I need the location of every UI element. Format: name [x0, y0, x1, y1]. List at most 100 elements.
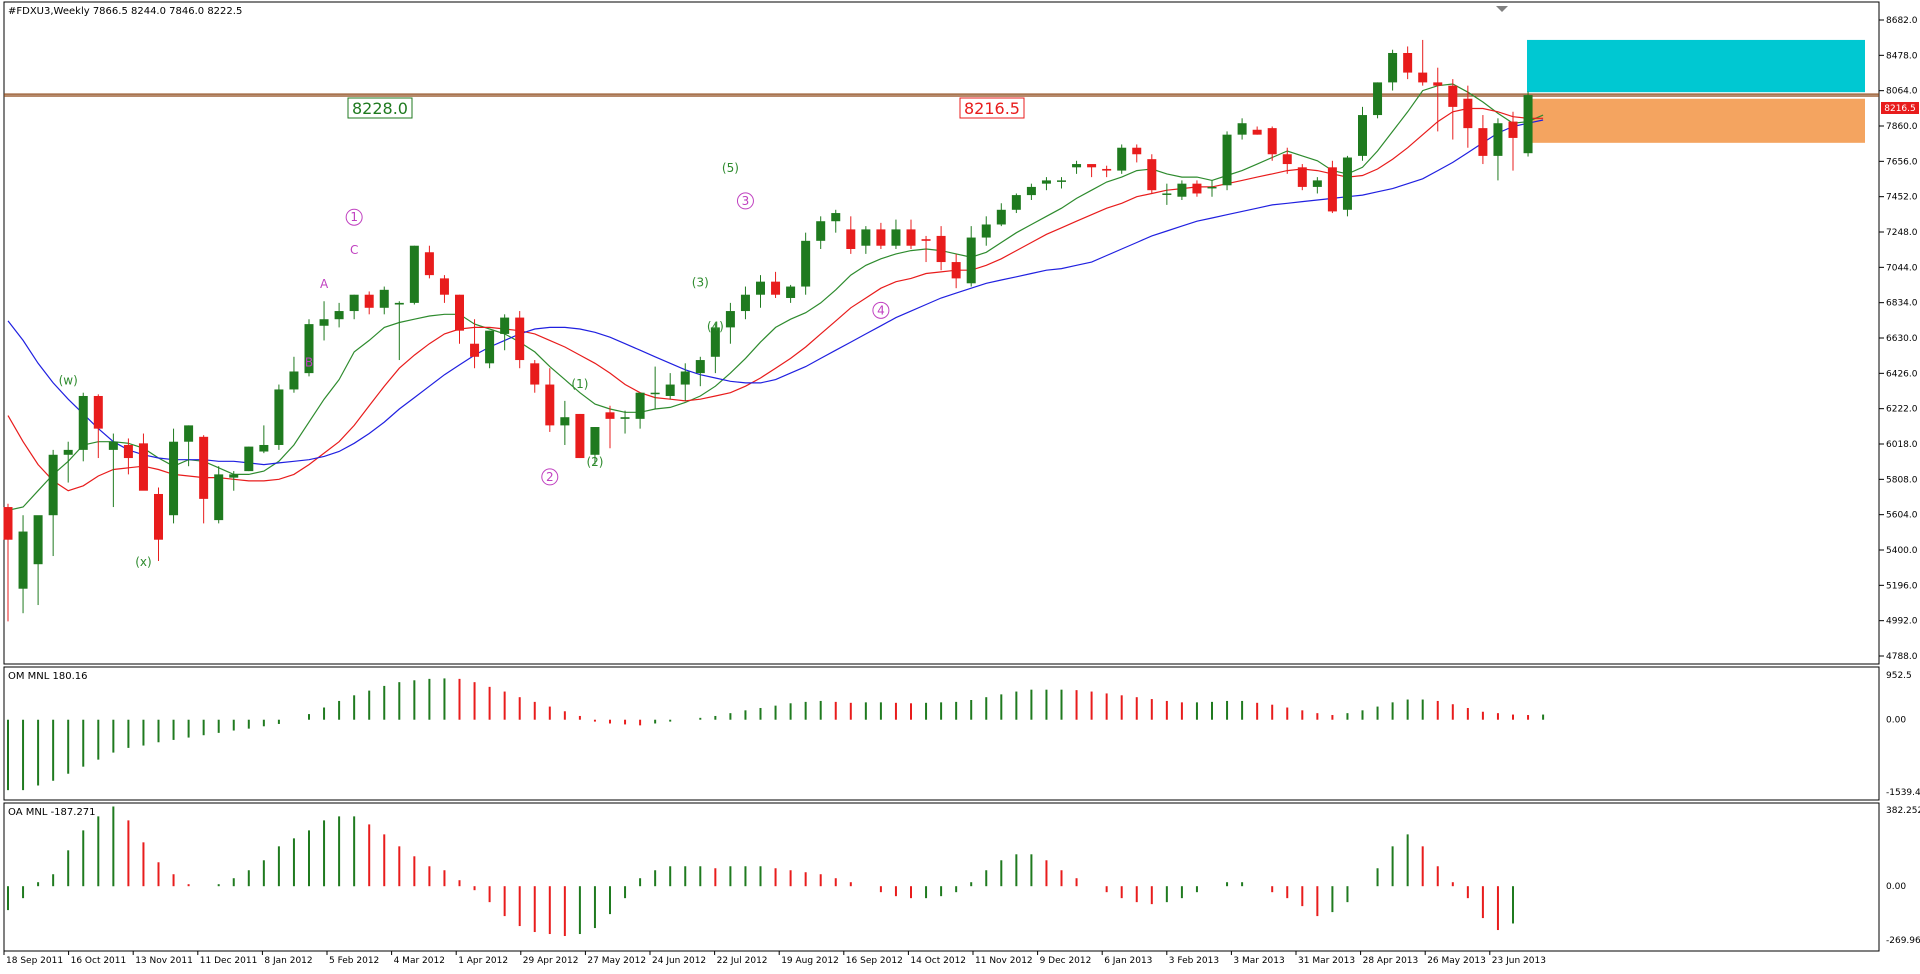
candle-body[interactable]: [244, 446, 254, 472]
candle-body[interactable]: [1388, 52, 1398, 83]
candle-body[interactable]: [1433, 82, 1443, 86]
candle-body[interactable]: [485, 330, 495, 364]
candle-body[interactable]: [1418, 72, 1428, 83]
candle-body[interactable]: [846, 229, 856, 249]
candle-body[interactable]: [1358, 115, 1367, 156]
candle-body[interactable]: [725, 311, 735, 328]
candle-body[interactable]: [545, 384, 555, 426]
candle-body[interactable]: [1222, 134, 1232, 186]
candle-body[interactable]: [424, 252, 434, 276]
candle-body[interactable]: [515, 317, 525, 361]
candle-body[interactable]: [966, 237, 976, 284]
chart-shift-marker[interactable]: [1496, 6, 1508, 12]
candle-body[interactable]: [3, 507, 13, 540]
candle-body[interactable]: [1508, 121, 1518, 138]
candle-body[interactable]: [289, 371, 299, 390]
candle-body[interactable]: [1493, 123, 1503, 156]
candle-body[interactable]: [620, 417, 630, 419]
candle-body[interactable]: [831, 213, 841, 222]
candle-body[interactable]: [1072, 164, 1082, 168]
candle-body[interactable]: [154, 493, 163, 540]
candle-body[interactable]: [876, 229, 886, 246]
candle-body[interactable]: [455, 294, 464, 331]
candle-body[interactable]: [214, 474, 224, 521]
candle-body[interactable]: [1463, 98, 1473, 129]
candle-body[interactable]: [1373, 82, 1383, 116]
candle-body[interactable]: [861, 229, 871, 246]
candle-body[interactable]: [981, 224, 991, 238]
candle-body[interactable]: [650, 392, 660, 395]
candle-body[interactable]: [786, 286, 796, 298]
candle-body[interactable]: [63, 449, 73, 455]
candle-body[interactable]: [1057, 180, 1066, 182]
candle-body[interactable]: [891, 229, 901, 246]
candle-body[interactable]: [1327, 167, 1337, 212]
candle-body[interactable]: [1011, 195, 1021, 210]
candle-body[interactable]: [756, 281, 765, 295]
candle-body[interactable]: [169, 441, 179, 516]
candle-body[interactable]: [409, 245, 419, 303]
candle-body[interactable]: [906, 229, 916, 246]
candle-body[interactable]: [1192, 183, 1202, 194]
oa-mnl-panel[interactable]: [3, 802, 1880, 952]
candle-body[interactable]: [1523, 95, 1533, 154]
candle-body[interactable]: [364, 294, 374, 308]
candle-body[interactable]: [921, 239, 931, 241]
candle-body[interactable]: [319, 319, 329, 326]
candle-body[interactable]: [138, 443, 148, 491]
candle-body[interactable]: [1087, 164, 1097, 168]
candle-body[interactable]: [801, 240, 811, 287]
candle-body[interactable]: [740, 294, 750, 312]
candle-body[interactable]: [1117, 147, 1127, 171]
candle-body[interactable]: [379, 289, 389, 308]
candle-body[interactable]: [48, 454, 58, 516]
candle-body[interactable]: [1177, 183, 1187, 197]
candle-body[interactable]: [470, 343, 480, 357]
candle-body[interactable]: [394, 302, 404, 305]
candle-body[interactable]: [184, 425, 194, 442]
candle-body[interactable]: [1132, 147, 1142, 155]
candle-body[interactable]: [560, 417, 570, 426]
candle-body[interactable]: [590, 427, 600, 455]
candle-body[interactable]: [695, 360, 705, 374]
candle-body[interactable]: [1312, 180, 1322, 187]
candle-body[interactable]: [771, 281, 781, 295]
om-mnl-panel[interactable]: [3, 666, 1880, 801]
candle-body[interactable]: [334, 311, 344, 320]
candle-body[interactable]: [123, 444, 133, 459]
candle-body[interactable]: [500, 317, 510, 334]
candle-body[interactable]: [259, 444, 269, 452]
candle-body[interactable]: [439, 278, 449, 295]
candle-body[interactable]: [199, 436, 209, 499]
candle-body[interactable]: [996, 209, 1006, 225]
candle-body[interactable]: [274, 389, 284, 445]
candle-body[interactable]: [665, 384, 675, 396]
candle-body[interactable]: [349, 294, 359, 312]
candle-body[interactable]: [1267, 128, 1277, 155]
candle-body[interactable]: [530, 363, 540, 385]
candle-body[interactable]: [1342, 157, 1352, 210]
candle-body[interactable]: [304, 324, 314, 374]
candle-body[interactable]: [575, 413, 585, 459]
candle-body[interactable]: [1102, 168, 1112, 171]
candle-body[interactable]: [1282, 154, 1292, 165]
candle-body[interactable]: [1237, 123, 1247, 135]
candle-body[interactable]: [18, 531, 28, 589]
candle-body[interactable]: [93, 395, 103, 429]
candle-body[interactable]: [33, 515, 43, 565]
candle-body[interactable]: [1026, 186, 1036, 196]
candle-body[interactable]: [229, 474, 239, 478]
candle-body[interactable]: [816, 221, 826, 241]
candle-body[interactable]: [936, 235, 946, 263]
candle-body[interactable]: [1403, 52, 1413, 73]
candle-body[interactable]: [1147, 159, 1157, 191]
candle-body[interactable]: [108, 441, 118, 450]
candle-body[interactable]: [1162, 193, 1172, 195]
candle-body[interactable]: [635, 392, 645, 419]
candle-body[interactable]: [710, 327, 720, 357]
candle-body[interactable]: [1297, 167, 1307, 187]
candle-body[interactable]: [680, 371, 690, 385]
candle-body[interactable]: [78, 395, 88, 450]
candle-body[interactable]: [1448, 85, 1458, 107]
